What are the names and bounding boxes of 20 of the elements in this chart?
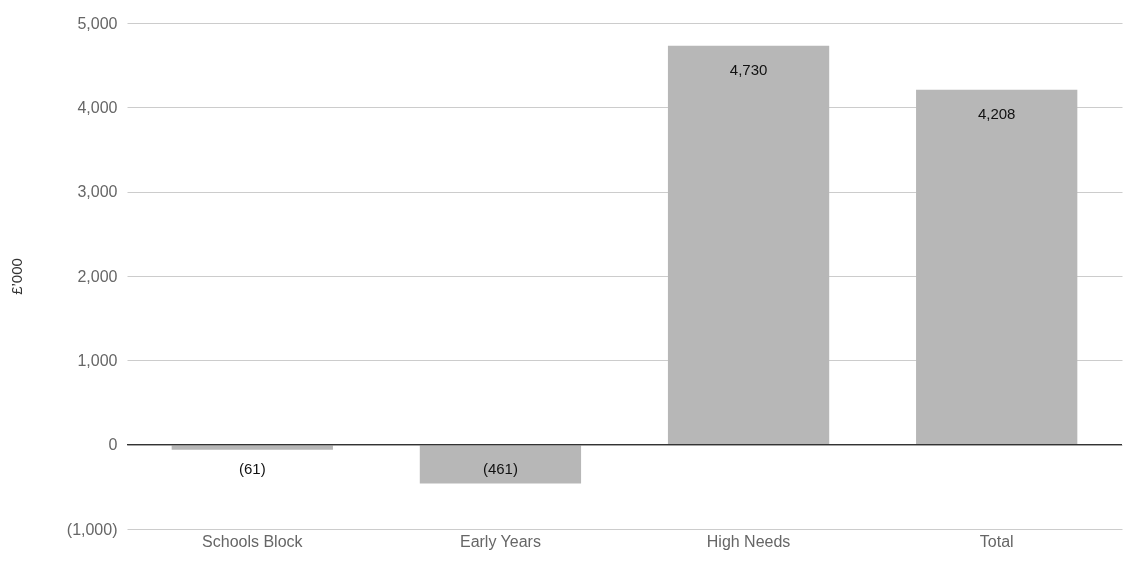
y-tick-label: 4,000 <box>77 98 118 116</box>
bar <box>916 89 1078 445</box>
data-label: (461) <box>482 459 518 477</box>
x-tick-label: Schools Block <box>202 532 304 550</box>
y-tick-label: 3,000 <box>77 183 118 201</box>
y-axis-title: £’000 <box>7 258 25 295</box>
y-tick-label: 5,000 <box>77 14 118 32</box>
y-tick-label: 0 <box>108 436 118 454</box>
bar <box>419 444 582 484</box>
x-tick-label: High Needs <box>706 532 791 550</box>
bar <box>171 444 333 450</box>
data-label: (61) <box>238 459 266 477</box>
x-tick-label: Early Years <box>459 532 541 550</box>
x-tick-label: Total <box>979 532 1014 550</box>
data-label: 4,208 <box>977 104 1016 122</box>
y-tick-label: 2,000 <box>77 267 118 285</box>
bar <box>667 45 830 445</box>
y-tick-label: 1,000 <box>77 351 118 369</box>
y-tick-label: (1,000) <box>66 520 118 538</box>
data-label: 4,730 <box>729 60 768 78</box>
